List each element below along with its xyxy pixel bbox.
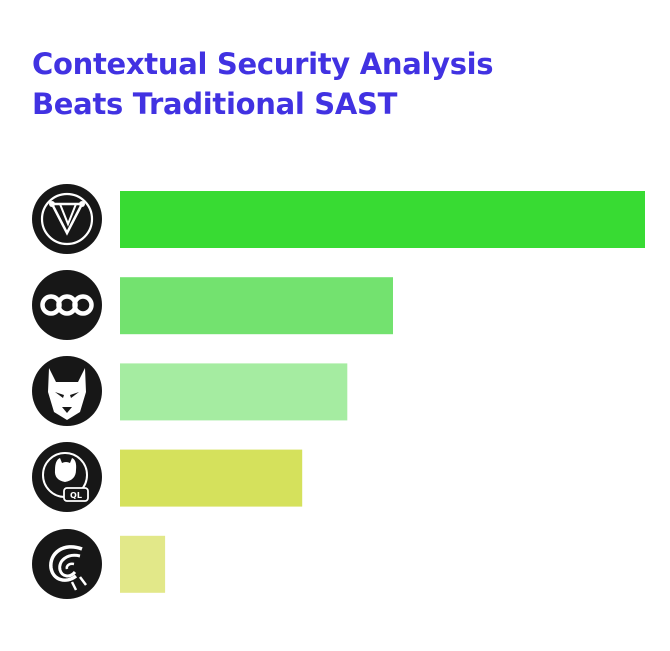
- bars-group: [120, 191, 645, 593]
- bar-1: [120, 191, 645, 248]
- title-line-1: Contextual Security Analysis: [32, 47, 494, 81]
- bar-4: [120, 449, 303, 507]
- title-line-2: Beats Traditional SAST: [32, 87, 398, 121]
- octocat-ql-logo-icon: QL: [32, 442, 102, 512]
- v-shield-logo-icon: [32, 184, 102, 254]
- bar-2: [120, 277, 393, 335]
- chart-title: Contextual Security Analysis Beats Tradi…: [32, 44, 494, 124]
- bar-5: [120, 535, 166, 593]
- doberman-logo-icon: [32, 356, 102, 426]
- three-rings-logo-icon: [32, 270, 102, 340]
- svg-text:QL: QL: [70, 491, 82, 500]
- bar-3: [120, 363, 348, 421]
- swirl-logo-icon: [32, 529, 102, 599]
